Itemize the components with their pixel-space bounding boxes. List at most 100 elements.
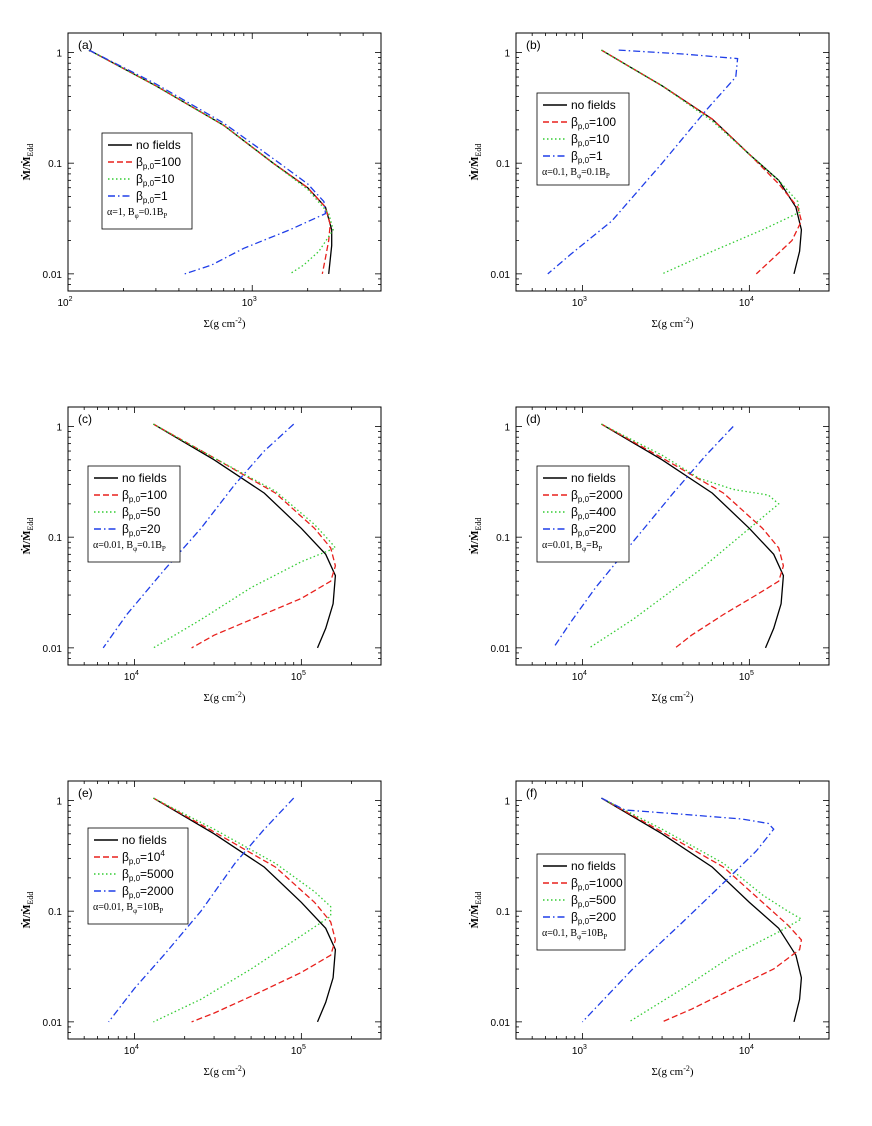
legend-annotation: α=0.01, Bφ=0.1BP [93,540,166,553]
series-line-3 [601,49,801,275]
y-axis-label: Ṁ/ṀEdd [469,892,483,929]
series-line-2 [601,797,803,1023]
x-axis-label: Σ(g cm-2) [651,1064,693,1078]
y-tick-label: 0.01 [43,644,63,655]
series-line-1 [601,797,803,1023]
panel-d: 104 105 0.01 0.1 1 Σ(g cm-2) Ṁ/ṀEdd (d) no field… [469,406,830,704]
legend-entry-subscript: p,0 [578,529,590,538]
series-line-3 [601,797,803,1023]
panel-f: 103 104 0.01 0.1 1 Σ(g cm-2) Ṁ/ṀEdd (f) no field… [469,780,830,1078]
x-axis-label: Σ(g cm-2) [651,316,693,330]
x-axis-label-close: ) [690,692,694,704]
x-axis-label-close: ) [242,692,246,704]
y-axis-label-subscript: Edd [474,518,483,531]
legend-annotation-sub: φ [133,545,137,553]
y-tick-label: 0.1 [496,533,510,544]
legend-annotation-sub2: P [606,172,610,180]
legend-entry-value: =400 [589,505,616,519]
legend-entry-1: no fields [571,859,616,873]
legend-annotation-sub2: P [603,933,607,941]
legend-annotation: α=1, Bφ=0.1BP [107,207,167,220]
x-axis-label: Σ(g cm-2) [203,316,245,330]
legend-entry-value: =1 [154,189,168,203]
legend-entry-1: no fields [136,138,181,152]
x-axis-label-exponent: -2 [683,316,690,325]
legend-box [87,465,181,563]
legend-entry-subscript: p,0 [129,874,141,883]
y-tick-label: 1 [504,48,510,59]
y-axis-label-subscript: Edd [474,144,483,157]
y-axis-label: Ṁ/ṀEdd [21,892,35,929]
legend-entry-3: βp,0=500 [571,893,616,909]
x-tick-exponent: 4 [135,1044,139,1051]
series-line-1 [153,797,337,1023]
series-line-2 [601,49,803,275]
series-line-3 [153,797,332,1023]
x-axis-label-exponent: -2 [683,690,690,699]
legend-entry-4: βp,0=200 [571,910,616,926]
legend-annotation-sub2: P [159,907,163,915]
legend: no fieldsβp,0=2000βp,0=400βp,0=200α=0.01… [536,465,630,563]
legend-annotation-rest: =10B [581,928,604,939]
legend-entry-value: =10 [140,850,161,864]
y-tick-label: 0.1 [48,907,62,918]
legend-entry-value: =100 [154,155,181,169]
x-tick-exponent: 3 [583,296,587,303]
x-axis-label: Σ(g cm-2) [203,1064,245,1078]
legend-entry-value: =2000 [140,884,174,898]
legend-entry-subscript: p,0 [578,512,590,521]
x-tick-label: 104 [739,1044,754,1057]
legend-entry-exponent: 4 [160,849,165,858]
y-axis-label-subscript: Edd [474,892,483,905]
y-axis-label: Ṁ/ṀEdd [469,144,483,181]
legend-entry-2: βp,0=104 [122,849,165,866]
series-line-2 [153,797,337,1023]
legend-annotation-sub2: P [163,212,167,220]
x-axis-label: Σ(g cm-2) [651,690,693,704]
x-tick-exponent: 4 [750,296,754,303]
series-line-4 [547,49,739,275]
legend-entry-1: no fields [571,471,616,485]
x-axis-label-close: ) [690,318,694,330]
panel-label: (b) [526,38,541,52]
y-tick-label: 0.1 [48,159,62,170]
x-tick-exponent: 4 [583,670,587,677]
legend-box [536,853,626,951]
x-tick-label: 105 [291,1044,306,1057]
y-tick-label: 1 [504,796,510,807]
legend-entry-subscript: p,0 [578,917,590,926]
y-axis-label-subscript: Edd [26,144,35,157]
legend-entry-3: βp,0=10 [571,132,610,148]
panel-c: 104 105 0.01 0.1 1 Σ(g cm-2) Ṁ/ṀEdd (c) no field… [21,406,382,704]
legend-entry-subscript: p,0 [143,179,155,188]
x-tick-label: 103 [242,296,257,309]
legend-entry-subscript: p,0 [129,891,141,900]
plot-frame [515,32,830,292]
legend-entry-subscript: p,0 [578,495,590,504]
x-tick-label: 104 [572,670,587,683]
legend-annotation: α=0.1, Bφ=0.1BP [542,167,610,180]
legend-annotation-sub: φ [577,172,581,180]
legend-annotation-rest: =0.1B [139,207,164,218]
legend-entry-2: βp,0=100 [122,488,167,504]
panel-label: (a) [78,38,93,52]
y-tick-label: 1 [56,796,62,807]
legend-annotation-rest: =0.1B [137,540,162,551]
y-tick-label: 1 [56,48,62,59]
legend-annotation-sub: φ [582,545,586,553]
y-tick-label: 1 [504,422,510,433]
legend-entry-value: =500 [589,893,616,907]
series-line-3 [153,423,337,649]
legend-entry-value: =20 [140,522,161,536]
y-axis-label: Ṁ/ṀEdd [469,518,483,555]
y-tick-label: 0.01 [491,644,511,655]
legend-entry-subscript: p,0 [578,122,590,131]
legend-annotation-sub2: P [598,545,602,553]
panel-a: 102 103 0.01 0.1 1 Σ(g cm-2) Ṁ/ṀEdd (a) no field… [21,32,382,330]
legend-entry-value: =1 [589,149,603,163]
legend-entry-value: =50 [140,505,161,519]
y-tick-label: 0.1 [48,533,62,544]
legend-entry-value: =200 [589,522,616,536]
